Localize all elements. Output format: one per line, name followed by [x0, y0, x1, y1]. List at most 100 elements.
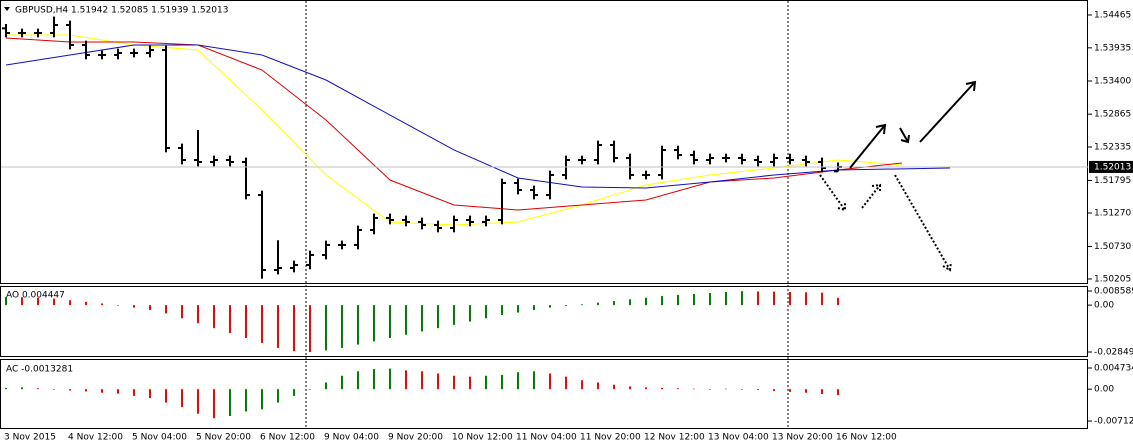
ao-panel-frame	[0, 286, 1088, 357]
histogram-bar	[773, 389, 775, 391]
histogram-bar	[149, 389, 151, 399]
histogram-bar	[213, 389, 215, 419]
histogram-bar	[53, 389, 55, 390]
histogram-bar	[501, 305, 503, 315]
histogram-bar	[693, 293, 695, 306]
y-tick-label: 1.54465	[1094, 11, 1131, 21]
histogram-bar	[469, 376, 471, 390]
x-tick-label: 11 Nov 04:00	[516, 433, 577, 443]
histogram-bar	[533, 305, 535, 311]
x-tick-label: 5 Nov 20:00	[196, 433, 251, 443]
histogram-bar	[581, 380, 583, 390]
histogram-bar	[677, 294, 679, 306]
x-tick-label: 6 Nov 12:00	[260, 433, 315, 443]
histogram-bar	[165, 389, 167, 403]
histogram-bar	[357, 371, 359, 390]
menu-triangle[interactable]	[4, 7, 10, 11]
y-tick-label: 1.51270	[1094, 208, 1131, 218]
x-tick-label: 9 Nov 20:00	[388, 433, 443, 443]
ac-panel-frame	[0, 359, 1088, 429]
histogram-bar	[373, 305, 375, 342]
dotted-arrow	[894, 174, 952, 272]
histogram-bar	[213, 305, 215, 329]
symbol-title: GBPUSD,H4 1.51942 1.52085 1.51939 1.5201…	[15, 6, 228, 16]
histogram-bar	[613, 384, 615, 390]
histogram-bar	[341, 305, 343, 348]
histogram-bar	[757, 291, 759, 306]
histogram-bar	[277, 389, 279, 403]
histogram-bar	[53, 298, 55, 306]
x-tick-label: 5 Nov 04:00	[132, 433, 187, 443]
histogram-bar	[37, 297, 39, 306]
y-tick-label: 1.52335	[1094, 142, 1131, 152]
histogram-bar	[309, 305, 311, 353]
histogram-bar	[597, 382, 599, 390]
histogram-bar	[645, 387, 647, 390]
histogram-bar	[389, 305, 391, 339]
last-price-box	[1089, 160, 1133, 173]
histogram-bar	[549, 373, 551, 390]
histogram-bar	[85, 389, 87, 392]
histogram-bar	[293, 389, 295, 396]
arrow	[899, 127, 910, 144]
histogram-bar	[789, 291, 791, 306]
histogram-bar	[837, 297, 839, 306]
histogram-bar	[197, 389, 199, 414]
histogram-bar	[437, 373, 439, 390]
histogram-bar	[453, 375, 455, 390]
histogram-bar	[597, 302, 599, 306]
histogram-bar	[5, 387, 7, 390]
y-tick-label: 1.53400	[1094, 77, 1131, 87]
histogram-bar	[469, 305, 471, 322]
histogram-bar	[821, 292, 823, 306]
histogram-bar	[549, 305, 551, 308]
histogram-bar	[629, 386, 631, 390]
moving-average	[5, 44, 951, 189]
histogram-bar	[5, 296, 7, 306]
histogram-bar	[613, 301, 615, 306]
x-tick-label: 13 Nov 04:00	[708, 433, 769, 443]
histogram-bar	[565, 305, 567, 306]
histogram-bar	[117, 305, 119, 306]
histogram-bar	[725, 291, 727, 306]
histogram-bar	[645, 297, 647, 306]
histogram-bar	[485, 305, 487, 319]
y-tick-label: 0.004734	[1094, 364, 1133, 374]
histogram-bar	[85, 301, 87, 306]
drawn-arrows	[819, 80, 977, 272]
histogram-bar	[309, 389, 311, 390]
moving-average	[5, 37, 903, 211]
histogram-bar	[405, 305, 407, 335]
histogram-bar	[389, 368, 391, 390]
histogram-bar	[421, 371, 423, 390]
y-tick-label: 1.53935	[1094, 43, 1131, 53]
histogram-bar	[261, 389, 263, 410]
histogram-bar	[421, 305, 423, 332]
histogram-bar	[133, 305, 135, 308]
histogram-bar	[101, 303, 103, 306]
arrow	[849, 123, 887, 169]
y-tick-label: 0.00	[1094, 385, 1114, 395]
histogram-bar	[661, 296, 663, 306]
y-tick-label: 1.52865	[1094, 110, 1131, 120]
y-tick-label: 0.008589	[1094, 287, 1133, 297]
histogram-bar	[805, 292, 807, 306]
histogram-bar	[677, 388, 679, 390]
histogram-bar	[373, 369, 375, 390]
histogram-bar	[837, 389, 839, 396]
ac-title: AC -0.0013281	[6, 365, 73, 375]
histogram-bar	[357, 305, 359, 345]
x-tick-label: 3 Nov 2015	[4, 433, 56, 443]
histogram-bar	[117, 389, 119, 394]
histogram-bar	[437, 305, 439, 329]
ao-title: AO 0.004447	[6, 291, 65, 301]
histogram-bar	[229, 389, 231, 416]
histogram-bar	[629, 299, 631, 306]
histogram-bar	[661, 387, 663, 390]
histogram-bar	[709, 292, 711, 306]
y-tick-label: -0.028498	[1094, 348, 1133, 358]
histogram-bar	[37, 388, 39, 390]
y-tick-label: 1.50205	[1094, 274, 1131, 284]
histogram-bar	[101, 389, 103, 393]
histogram-bar	[293, 305, 295, 352]
